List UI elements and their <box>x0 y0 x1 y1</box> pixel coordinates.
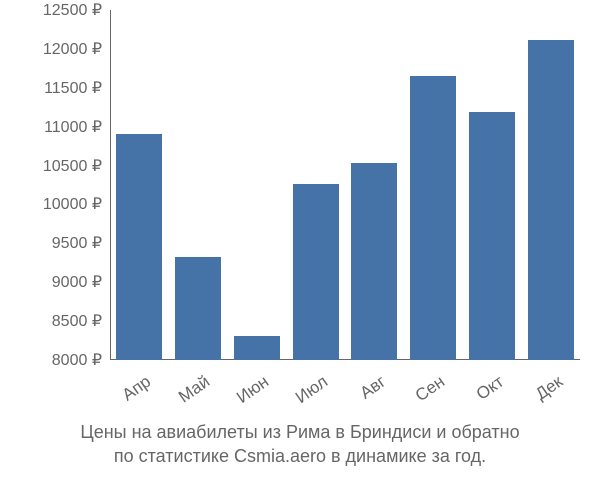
y-tick-label: 10500 ₽ <box>43 156 102 176</box>
x-tick-label: Июн <box>233 372 273 408</box>
x-tick-label: Апр <box>119 372 155 406</box>
bar <box>175 257 221 360</box>
x-tick-label: Авг <box>357 372 390 404</box>
y-tick-label: 12500 ₽ <box>43 0 102 20</box>
bar <box>410 76 456 360</box>
x-tick-label: Дек <box>532 372 567 405</box>
caption-line-2: по статистике Csmia.aero в динамике за г… <box>30 444 570 468</box>
y-tick-label: 12000 ₽ <box>43 39 102 59</box>
bar <box>528 40 574 360</box>
y-tick-label: 8500 ₽ <box>52 311 102 331</box>
caption-line-1: Цены на авиабилеты из Рима в Бриндиси и … <box>30 420 570 444</box>
x-tick-label: Май <box>175 372 214 407</box>
price-bar-chart: 8000 ₽ 8500 ₽ 9000 ₽ 9500 ₽ 10000 ₽ 10500 ₽ 11… <box>0 0 600 410</box>
bar <box>116 134 162 360</box>
y-tick-label: 9500 ₽ <box>52 233 102 253</box>
y-tick-label: 11000 ₽ <box>44 117 102 137</box>
y-tick-label: 10000 ₽ <box>43 194 102 214</box>
chart-caption: Цены на авиабилеты из Рима в Бриндиси и … <box>0 420 600 469</box>
x-tick-label: Июл <box>292 372 332 408</box>
bar <box>234 336 280 360</box>
x-tick-label: Сен <box>412 372 449 406</box>
y-tick-label: 11500 ₽ <box>44 78 102 98</box>
y-tick-label: 8000 ₽ <box>52 350 102 370</box>
plot-area <box>110 10 580 360</box>
bar <box>293 184 339 360</box>
x-axis: Апр Май Июн Июл Авг Сен Окт Дек <box>110 360 580 410</box>
x-tick-label: Окт <box>473 372 508 405</box>
y-tick-label: 9000 ₽ <box>52 272 102 292</box>
y-axis-line <box>110 10 111 360</box>
bar <box>469 112 515 360</box>
y-axis: 8000 ₽8500 ₽9000 ₽9500 ₽10000 ₽10500 ₽11… <box>0 0 110 360</box>
bar <box>351 163 397 360</box>
